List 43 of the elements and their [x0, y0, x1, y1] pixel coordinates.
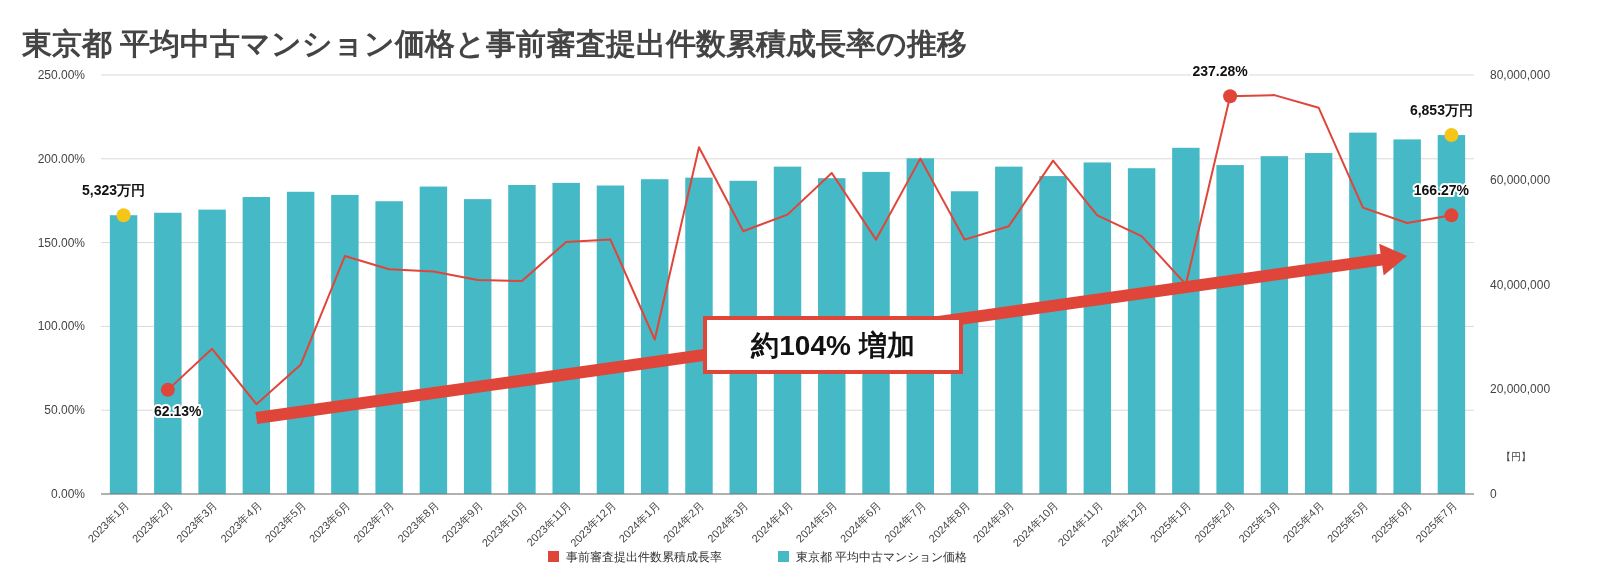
y2-tick-label: 60,000,000 [1490, 172, 1551, 187]
bar [552, 182, 580, 494]
y2-tick-label: 40,000,000 [1490, 277, 1551, 292]
y2-tick-label: 80,000,000 [1490, 68, 1551, 82]
bar [640, 179, 669, 494]
bar [1172, 147, 1200, 494]
annotation: 5,323万円 [82, 182, 146, 199]
y-tick-label: 50.00% [44, 403, 86, 418]
bar [109, 215, 138, 494]
annotation: 6,853万円 [1409, 102, 1473, 119]
chart-title: 東京都 平均中古マンション価格と事前審査提出件数累積成長率の推移 [21, 27, 968, 60]
y-tick-label: 150.00% [37, 235, 86, 250]
y2-axis-title: 【円】 [1501, 451, 1531, 462]
legend-label: 事前審査提出件数累積成長率 [566, 550, 722, 564]
legend-label: 東京都 平均中古マンション価格 [796, 550, 968, 564]
bar [685, 177, 713, 494]
y-tick-label: 0.00% [50, 487, 86, 501]
bar [1216, 165, 1244, 494]
point [1444, 208, 1459, 223]
bar [286, 191, 315, 494]
bar [419, 186, 448, 494]
y2-tick-label: 0 [1490, 487, 1497, 501]
y-tick-label: 200.00% [37, 151, 86, 166]
y-tick-label: 250.00% [37, 68, 86, 82]
bar [331, 194, 359, 494]
bar [1260, 156, 1289, 494]
bar [508, 184, 536, 494]
bar [1304, 153, 1333, 494]
y-tick-label: 100.00% [37, 319, 86, 334]
y2-tick-label: 20,000,000 [1490, 382, 1551, 397]
bar [1083, 162, 1112, 494]
bar [375, 201, 403, 494]
annotation: 約104% 増加 [750, 330, 915, 361]
bar [596, 185, 625, 494]
bar [242, 197, 271, 494]
point [1223, 89, 1238, 104]
bar [1127, 168, 1156, 494]
point [160, 382, 175, 397]
bar [1349, 132, 1377, 494]
data-label: 237.28% [1192, 63, 1249, 80]
bar [463, 199, 492, 494]
bar [1039, 176, 1067, 494]
bar [995, 166, 1023, 494]
